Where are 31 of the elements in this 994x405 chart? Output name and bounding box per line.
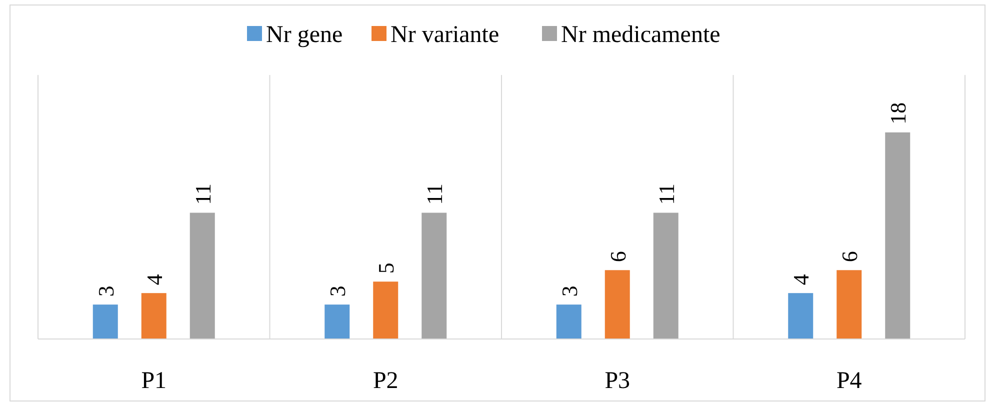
- data-label: 3: [325, 286, 350, 297]
- bar: [556, 304, 582, 339]
- legend-label: Nr gene: [266, 22, 343, 48]
- data-label: 11: [190, 184, 216, 205]
- x-tick-label: P4: [836, 368, 862, 394]
- data-label: 18: [886, 102, 911, 124]
- legend-label: Nr medicamente: [561, 22, 720, 48]
- x-tick-label: P1: [141, 368, 167, 394]
- bar: [653, 212, 678, 339]
- x-tick-label: P3: [604, 368, 630, 394]
- data-label: 3: [93, 286, 118, 297]
- bar: [190, 212, 215, 339]
- data-label: 11: [654, 184, 679, 205]
- legend-label: Nr variante: [390, 22, 500, 48]
- data-label: 4: [142, 274, 167, 286]
- bar: [422, 212, 447, 339]
- bar: [373, 282, 398, 339]
- x-tick-label: P2: [372, 368, 398, 394]
- data-label: 4: [788, 274, 814, 286]
- bar: [141, 293, 166, 339]
- bar: [788, 293, 814, 339]
- bar: [92, 304, 118, 339]
- bar: [604, 270, 630, 339]
- data-label: 6: [837, 251, 862, 262]
- data-label: 11: [422, 184, 448, 205]
- bar: [836, 270, 862, 339]
- data-label: 6: [605, 251, 630, 262]
- bar: [885, 132, 910, 339]
- data-label: 3: [556, 286, 582, 297]
- bar: [324, 304, 350, 339]
- data-label: 5: [374, 262, 399, 274]
